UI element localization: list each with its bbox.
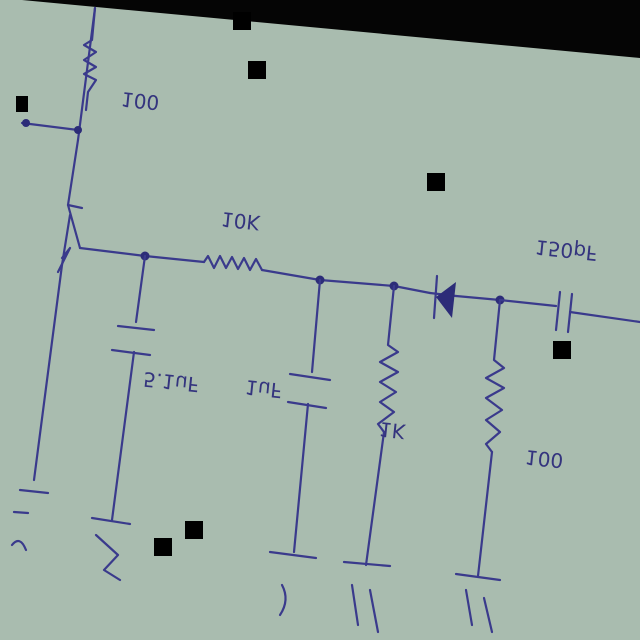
- resistor-series: [202, 254, 264, 272]
- capacitor-mid: [268, 278, 332, 617]
- capacitor-out: [498, 290, 640, 334]
- mask-3: [16, 96, 28, 112]
- resistor-shunt: [342, 284, 400, 634]
- label-cap-emitter: 5.1uF: [142, 367, 200, 397]
- transistor-q1: [20, 6, 97, 482]
- mask-6: [185, 521, 203, 539]
- label-r-shunt: 1K: [378, 417, 407, 444]
- ground-left: [10, 488, 50, 552]
- mask-1: [233, 12, 251, 30]
- label-cap-mid: 1uF: [244, 375, 283, 403]
- mask-7: [154, 538, 172, 556]
- label-r-series: 10K: [220, 207, 262, 235]
- mask-5: [553, 341, 571, 359]
- mask-4: [427, 173, 445, 191]
- resistor-top: [82, 6, 98, 112]
- node-base: [22, 119, 30, 127]
- resistor-out: [454, 298, 506, 634]
- node-collector: [74, 126, 82, 134]
- label-r-out: 100: [524, 445, 564, 473]
- label-r-top: 100: [120, 87, 160, 115]
- capacitor-emitter: [90, 254, 156, 582]
- diode: [428, 274, 502, 320]
- mask-2: [248, 61, 266, 79]
